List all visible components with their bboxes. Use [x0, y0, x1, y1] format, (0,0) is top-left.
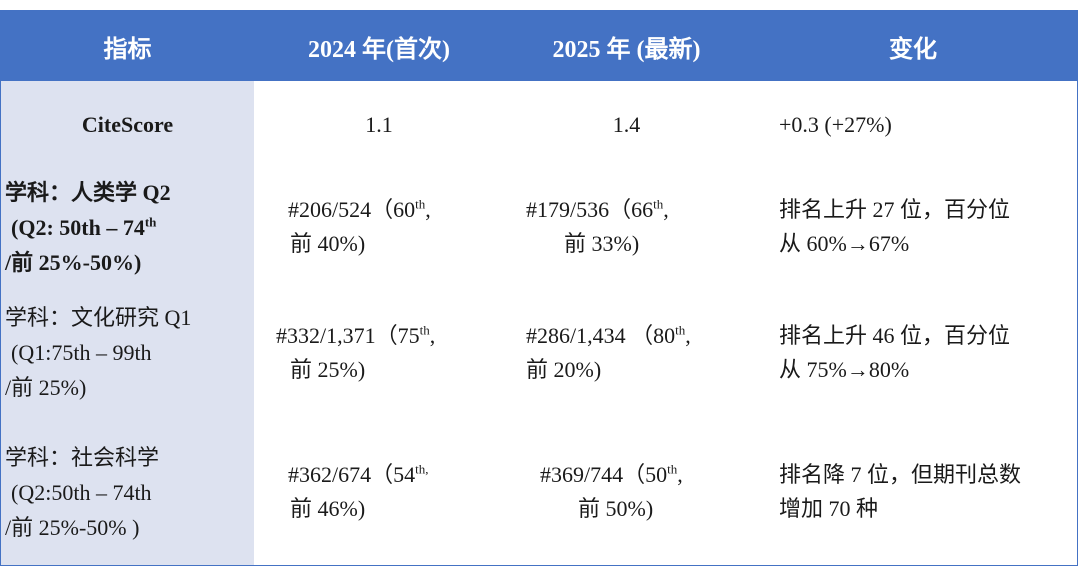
change-value: 排名上升 46 位，百分位 从 75%→80%: [779, 322, 1011, 382]
value-2025: #179/536（66th, 前 33%): [526, 196, 669, 256]
value-2024: #206/524（60th, 前 40%): [288, 196, 431, 256]
header-change: 变化: [889, 36, 937, 63]
value-2024: #362/674（54th, 前 46%): [288, 461, 429, 521]
value-2025: #286/1,434 （80th, 前 20%): [526, 322, 691, 382]
value-2024: 1.1: [365, 111, 393, 137]
metric-anthropology: 学科：人类学 Q2 (Q2: 50th – 74th /前 25%-50%): [1, 168, 254, 286]
metric-line: 学科：文化研究 Q1: [5, 305, 192, 330]
metric-citescore: CiteScore: [1, 81, 254, 168]
table-row: 学科：社会科学 (Q2:50th – 74th /前 25%-50% ) #36…: [1, 419, 1077, 565]
header-2025: 2025 年 (最新): [552, 36, 701, 63]
table-header: 指标 2024 年(首次) 2025 年 (最新) 变化: [1, 11, 1077, 81]
metric-cultural-studies: 学科：文化研究 Q1 (Q1:75th – 99th /前 25%): [1, 286, 254, 419]
value-2025: #369/744（50th, 前 50%): [540, 461, 683, 521]
metric-line: (Q1:75th – 99th: [11, 340, 152, 365]
table-row: CiteScore 1.1 1.4 +0.3 (+27%): [1, 81, 1077, 168]
value-2025: 1.4: [612, 111, 641, 137]
metric-line: /前 25%): [5, 375, 87, 400]
table-row: 学科：人类学 Q2 (Q2: 50th – 74th /前 25%-50%) #…: [1, 168, 1077, 286]
metric-line: 学科：人类学 Q2: [5, 179, 171, 205]
metric-line: (Q2:50th – 74th: [11, 479, 152, 505]
metric-line: /前 25%-50%): [5, 249, 142, 275]
table-row: 学科：文化研究 Q1 (Q1:75th – 99th /前 25%) #332/…: [1, 286, 1077, 419]
change-value: 排名上升 27 位，百分位 从 60%→67%: [779, 197, 1011, 256]
metric-social-sciences: 学科：社会科学 (Q2:50th – 74th /前 25%-50% ): [1, 419, 254, 565]
metric-line: /前 25%-50% ): [5, 514, 140, 540]
header-metric: 指标: [103, 36, 152, 63]
metric-line: 学科：社会科学: [5, 444, 160, 470]
metric-line: (Q2: 50th – 74th: [11, 214, 157, 240]
change-value: 排名降 7 位，但期刊总数 增加 70 种: [779, 462, 1022, 521]
change-value: +0.3 (+27%): [779, 111, 892, 137]
value-2024: #332/1,371（75th, 前 25%): [276, 322, 436, 382]
header-2024: 2024 年(首次): [308, 36, 450, 63]
comparison-table: 指标 2024 年(首次) 2025 年 (最新) 变化 CiteScore 1…: [0, 10, 1078, 566]
